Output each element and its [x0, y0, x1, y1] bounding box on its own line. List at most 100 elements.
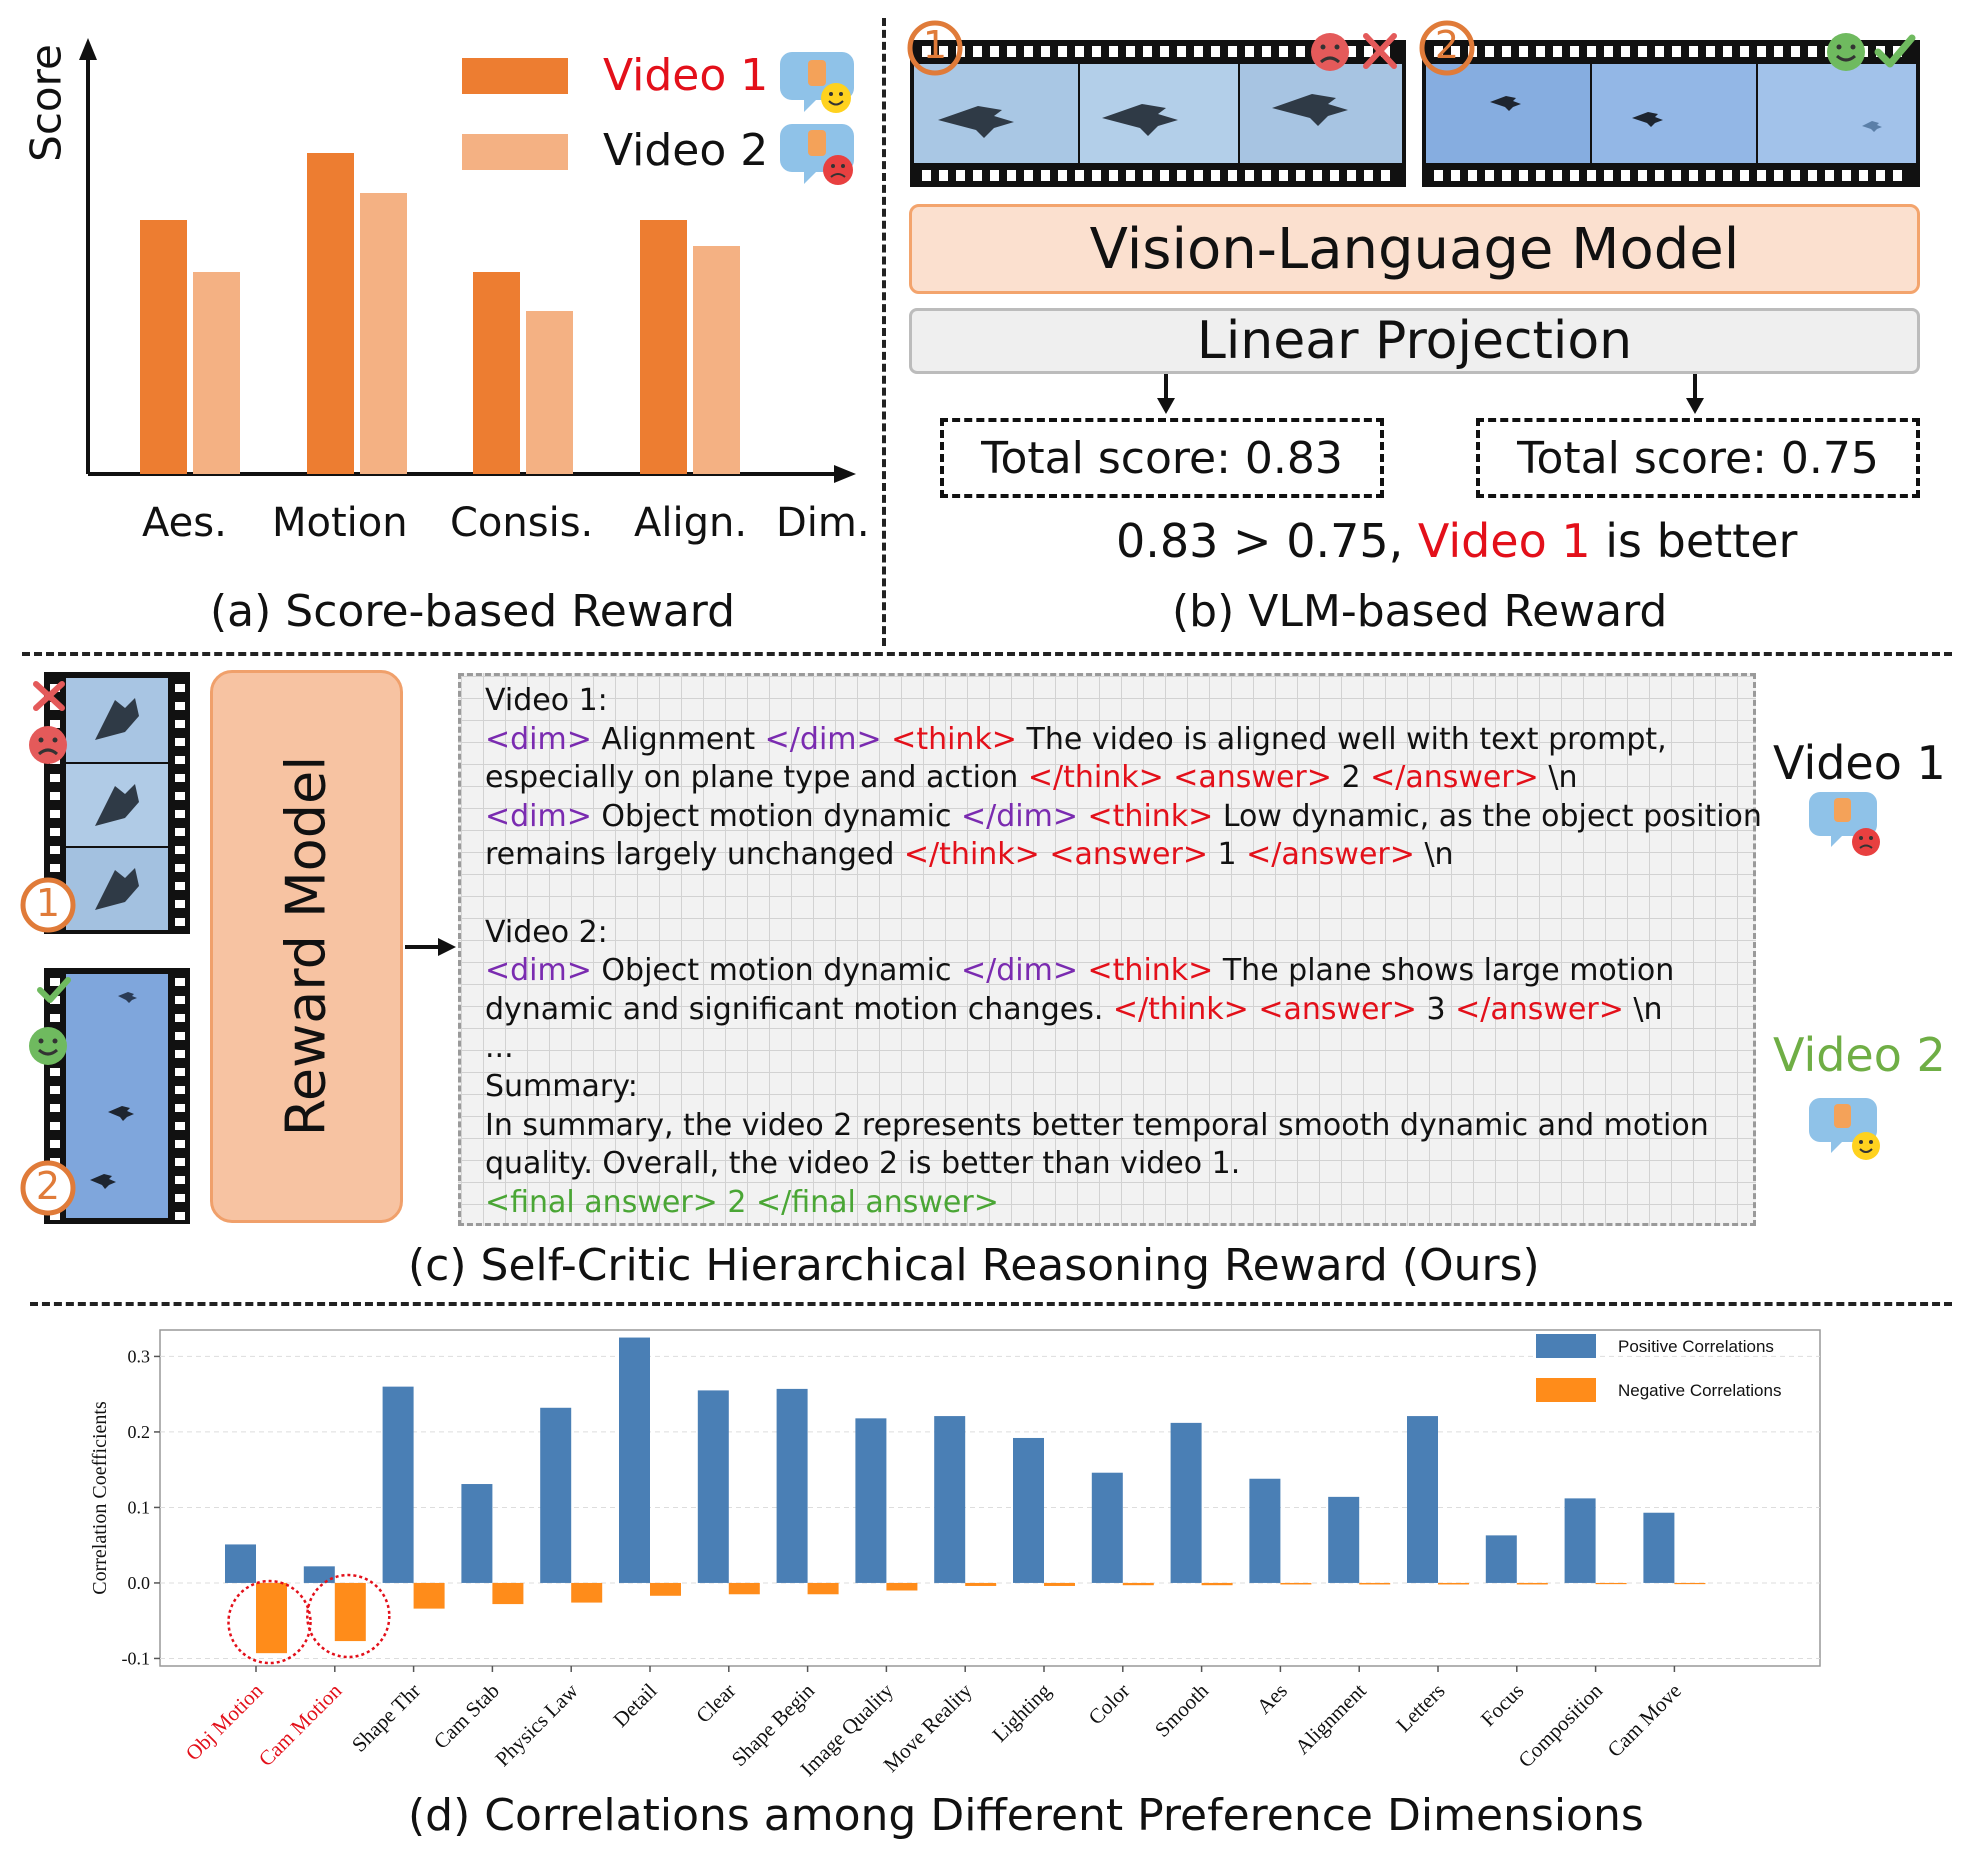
- marker-c2-label: 2: [35, 1164, 61, 1208]
- caption-d: (d) Correlations among Different Prefere…: [408, 1790, 1644, 1841]
- happy-face-icon: [1827, 33, 1865, 71]
- reason-line-11: In summary, the video 2 represents bette…: [485, 1107, 1709, 1143]
- arrow-to-reasoning: [405, 938, 456, 956]
- verdict-suffix: is better: [1590, 514, 1798, 568]
- bar-negative-17: [1595, 1582, 1627, 1585]
- bar-positive-18: [1643, 1512, 1675, 1583]
- sad-face-icon: [1311, 33, 1349, 71]
- cross-icon: [33, 681, 65, 711]
- x-tick-label: Smooth: [1150, 1678, 1214, 1742]
- y-tick-label: 0.0: [128, 1573, 151, 1593]
- check-icon: [37, 977, 71, 1003]
- correlation-chart: 0.3 0.2 0.1 0.0 -0.1 Correlation Coefficients…: [89, 1329, 1821, 1781]
- bar-positive-12: [1170, 1422, 1202, 1583]
- caption-c: (c) Self-Critic Hierarchical Reasoning R…: [408, 1240, 1540, 1291]
- bar-positive-3: [461, 1484, 493, 1583]
- bar-positive-10: [1013, 1437, 1044, 1583]
- total-score-video1: Total score: 0.83: [940, 418, 1384, 498]
- bar-negative-11: [1122, 1582, 1154, 1586]
- x-tick-label: Physics Law: [490, 1678, 583, 1771]
- separator-vertical: [882, 18, 886, 646]
- jet-icon: [1490, 96, 1521, 111]
- jet-icon: [108, 1106, 134, 1121]
- x-tick-label: Cam Move: [1603, 1679, 1686, 1762]
- bar-negative-18: [1674, 1582, 1706, 1585]
- bar-consis-video1: [473, 272, 520, 474]
- happy-face-icon: [29, 1027, 67, 1065]
- reasoning-panel: Video 1: <dim> Alignment </dim> <think> …: [458, 673, 1762, 1226]
- jet-icon: [95, 784, 139, 826]
- marker-c2-circle: [20, 1160, 76, 1216]
- verdict-video: Video 1: [1417, 514, 1591, 568]
- legend-label-negative: Negative Correlations: [1618, 1381, 1781, 1400]
- marker-2-circle: [1419, 20, 1475, 76]
- bar-positive-11: [1091, 1472, 1123, 1583]
- vision-language-model-box: Vision-Language Model: [909, 204, 1920, 294]
- legend-label-video2: Video 2: [603, 125, 769, 176]
- bar-aes-video1: [140, 220, 187, 474]
- bar-negative-16: [1516, 1582, 1548, 1585]
- plot-frame: [159, 1329, 1821, 1667]
- x-label-aes: Aes.: [142, 500, 227, 546]
- film-strip-video1: [910, 40, 1406, 187]
- bar-aes-video2: [193, 272, 240, 474]
- bar-negative-4: [571, 1582, 603, 1603]
- x-tick-label: Shape Thr: [347, 1679, 425, 1757]
- jet-icon: [938, 106, 1014, 138]
- arrow-to-score2: [1686, 374, 1704, 414]
- marker-c1-circle: [20, 877, 76, 933]
- x-tick-label: Color: [1084, 1679, 1135, 1730]
- thumbs-up-happy-icon: [780, 52, 854, 113]
- x-label-dim: Dim.: [776, 500, 870, 546]
- bar-consis-video2: [526, 311, 573, 474]
- x-label-motion: Motion: [272, 500, 408, 546]
- bar-positive-0: [225, 1544, 256, 1583]
- panel-a-bars: [140, 153, 740, 474]
- bar-negative-13: [1280, 1582, 1312, 1585]
- reward-model-box: [210, 670, 403, 1223]
- legend-swatch-negative: [1536, 1378, 1596, 1402]
- bar-negative-1: [334, 1582, 366, 1642]
- y-tick-label: -0.1: [122, 1648, 151, 1668]
- x-tick-label: Cam Stab: [429, 1679, 504, 1754]
- verdict-prefix: 0.83 > 0.75,: [1116, 514, 1418, 568]
- reason-line-3: especially on plane type and action </th…: [485, 760, 1578, 796]
- bar-negative-2: [413, 1582, 445, 1609]
- bar-positive-6: [697, 1390, 729, 1583]
- bar-positive-17: [1564, 1498, 1596, 1583]
- legend-label-video1: Video 1: [603, 50, 769, 101]
- reason-line-2: <dim> Alignment </dim> <think> The video…: [485, 721, 1667, 757]
- bar-positive-9: [934, 1416, 966, 1583]
- bar-positive-5: [619, 1337, 650, 1583]
- marker-c1-label: 1: [35, 881, 61, 925]
- bar-positive-4: [540, 1407, 572, 1583]
- sad-face-icon: [29, 726, 67, 764]
- check-icon: [1874, 34, 1916, 68]
- reason-line-8: dynamic and significant motion changes. …: [485, 991, 1663, 1027]
- highlight-ellipse: [227, 1579, 312, 1665]
- bar-positive-8: [855, 1418, 887, 1583]
- bar-motion-video2: [360, 193, 407, 474]
- bar-negative-3: [492, 1582, 524, 1605]
- jet-icon: [1632, 112, 1663, 127]
- bar-positive-2: [382, 1386, 414, 1583]
- marker-1-circle: [907, 20, 963, 76]
- bar-positive-1: [303, 1566, 335, 1583]
- bar-positive-15: [1407, 1416, 1438, 1583]
- bar-negative-6: [728, 1582, 760, 1595]
- x-label-align: Align.: [634, 500, 748, 546]
- thumbs-down-sad-icon: [1809, 792, 1880, 856]
- bar-align-video1: [640, 220, 687, 474]
- caption-b: (b) VLM-based Reward: [1172, 586, 1668, 637]
- x-tick-label: Alignment: [1290, 1678, 1371, 1759]
- legend-swatch-video2: [462, 134, 568, 170]
- verdict-line: 0.83 > 0.75, Video 1 is better: [1116, 514, 1797, 568]
- x-tick-label: Focus: [1476, 1679, 1528, 1731]
- highlight-ellipse: [306, 1573, 391, 1659]
- jet-icon: [1272, 94, 1348, 126]
- reason-line-9: ...: [485, 1030, 514, 1066]
- video1-result-label: Video 1: [1773, 736, 1946, 790]
- reason-line-12: quality. Overall, the video 2 is better …: [485, 1146, 1241, 1182]
- x-tick-label: Clear: [691, 1679, 740, 1728]
- x-tick-label: Aes: [1252, 1679, 1292, 1719]
